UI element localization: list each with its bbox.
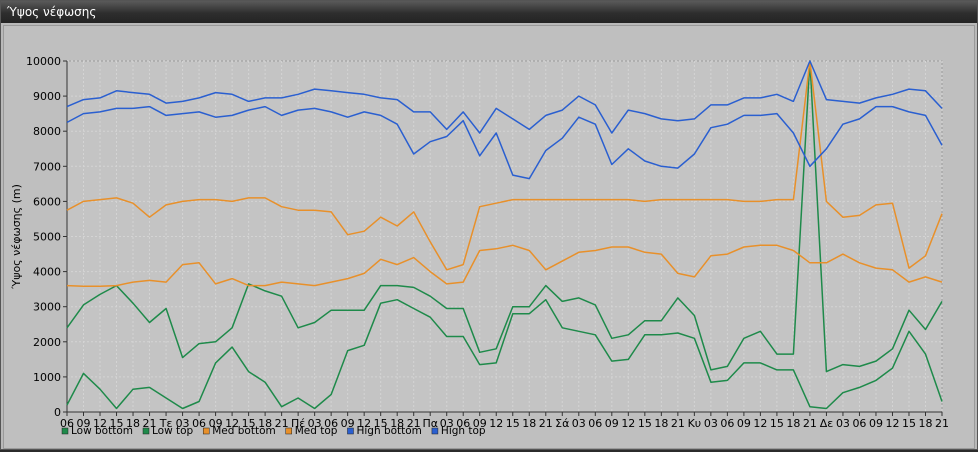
- x-tick-label: 03: [836, 417, 850, 430]
- series-line-low-bottom: [66, 298, 943, 410]
- x-tick-label: 09: [77, 417, 91, 430]
- x-tick-label: 06: [852, 417, 866, 430]
- x-tick-label: 12: [225, 417, 239, 430]
- x-tick-label: 06: [192, 417, 206, 430]
- y-tick-label: 9000: [33, 90, 61, 103]
- x-tick-label: 09: [605, 417, 619, 430]
- legend-swatch: [347, 427, 354, 435]
- x-tick-label: 03: [440, 417, 454, 430]
- x-tick-label: 15: [242, 417, 256, 430]
- legend-entry: Med top: [295, 425, 338, 437]
- x-tick-label: 18: [786, 417, 800, 430]
- legend-entry: Med bottom: [212, 425, 276, 437]
- legend-entry: Low bottom: [71, 425, 133, 437]
- line-chart: 06 09 12 15 18 21 Τε 03 06 09 12 15 18 21 Πέ 03 06 09 12 15…: [10, 55, 949, 437]
- x-tick-label: 12: [93, 417, 107, 430]
- y-tick-label: 2000: [33, 336, 61, 349]
- x-tick-label: Δε: [820, 417, 834, 430]
- series-line-high-bottom: [66, 105, 943, 180]
- legend-entry: High top: [441, 425, 486, 437]
- x-tick-label: 09: [737, 417, 751, 430]
- x-tick-label: 18: [918, 417, 932, 430]
- x-tick-label: 15: [638, 417, 652, 430]
- x-tick-label: 12: [621, 417, 635, 430]
- x-tick-label: 21: [803, 417, 817, 430]
- x-tick-label: 06: [60, 417, 74, 430]
- x-tick-label: 06: [588, 417, 602, 430]
- x-tick-label: 15: [770, 417, 784, 430]
- legend-entry: High bottom: [356, 425, 421, 437]
- x-tick-label: 21: [407, 417, 421, 430]
- y-tick-label: 5000: [33, 231, 61, 244]
- x-tick-label: 12: [885, 417, 899, 430]
- legend-swatch: [142, 427, 150, 435]
- x-tick-label: 18: [522, 417, 536, 430]
- y-tick-label: 6000: [33, 195, 61, 208]
- x-tick-label: Τε: [159, 417, 173, 430]
- x-tick-label: 03: [704, 417, 718, 430]
- series-line-med-bottom: [66, 244, 943, 288]
- x-tick-label: Κυ: [688, 417, 702, 430]
- x-tick-label: 15: [506, 417, 520, 430]
- x-tick-label: 12: [753, 417, 767, 430]
- x-tick-label: 15: [374, 417, 388, 430]
- x-tick-label: 03: [176, 417, 190, 430]
- x-tick-label: Πέ: [291, 417, 305, 430]
- x-tick-label: 09: [869, 417, 883, 430]
- x-tick-label: 09: [341, 417, 355, 430]
- x-tick-label: 21: [143, 417, 157, 430]
- x-tick-label: 21: [935, 417, 949, 430]
- legend-swatch: [61, 427, 69, 435]
- x-tick-label: 18: [126, 417, 140, 430]
- y-tick-label: 8000: [33, 125, 61, 138]
- legend-swatch: [285, 427, 292, 435]
- x-tick-label: 06: [720, 417, 734, 430]
- series-line-low-top: [66, 60, 943, 373]
- x-tick-label: Σά: [555, 417, 569, 430]
- legend-swatch: [202, 427, 210, 435]
- x-tick-label: 18: [258, 417, 272, 430]
- legend-swatch: [431, 427, 439, 435]
- x-tick-label: 18: [390, 417, 404, 430]
- x-tick-label: 12: [357, 417, 371, 430]
- legend-entry: Low top: [152, 425, 194, 437]
- x-tick-label: 21: [671, 417, 685, 430]
- plot-frame: 06 09 12 15 18 21 Τε 03 06 09 12 15 18 21 Πέ 03 06 09 12 15…: [3, 25, 975, 449]
- x-tick-label: 21: [539, 417, 553, 430]
- y-tick-label: 3000: [33, 301, 61, 314]
- x-tick-label: 18: [654, 417, 668, 430]
- x-tick-label: 09: [473, 417, 487, 430]
- y-tick-label: 0: [54, 406, 61, 419]
- y-tick-label: 4000: [33, 266, 61, 279]
- x-tick-label: 06: [456, 417, 470, 430]
- y-axis-label: Ύψος νέφωσης (m): [10, 184, 23, 290]
- x-tick-label: 06: [324, 417, 338, 430]
- x-tick-label: 15: [902, 417, 916, 430]
- x-tick-label: Πα: [422, 417, 438, 430]
- y-tick-label: 10000: [26, 55, 61, 68]
- x-tick-label: 03: [572, 417, 586, 430]
- x-tick-label: 09: [209, 417, 223, 430]
- x-tick-label: 21: [275, 417, 289, 430]
- x-tick-label: 12: [489, 417, 503, 430]
- window-title: Ύψος νέφωσης: [1, 1, 977, 23]
- y-tick-label: 7000: [33, 160, 61, 173]
- x-tick-label: 15: [110, 417, 124, 430]
- x-tick-label: 03: [308, 417, 322, 430]
- series-line-med-top: [66, 60, 943, 271]
- y-tick-label: 1000: [33, 371, 61, 384]
- series-line-high-top: [66, 60, 943, 134]
